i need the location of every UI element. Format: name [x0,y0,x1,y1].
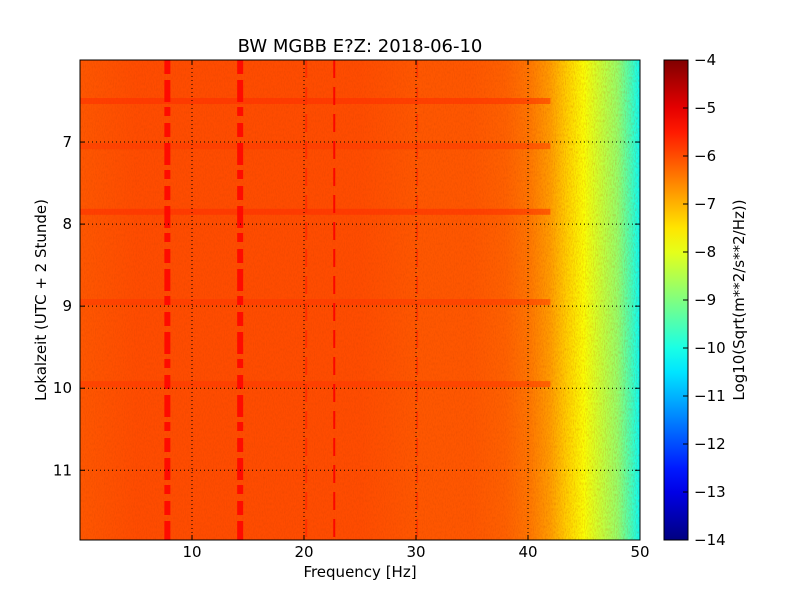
colorbar-tick-label: −9 [694,291,716,309]
colorbar-ticks: −4 −5 −6 −7 −8 −9 −10 −11 −12 −13 −14 [683,51,726,549]
colorbar-tick-label: −5 [694,99,716,117]
y-axis-label: Lokalzeit (UTC + 2 Stunde) [32,199,50,401]
event-rows [80,98,551,388]
colorbar-tick-label: −8 [694,243,716,261]
event-row [80,381,551,388]
x-tick-label: 10 [182,543,201,561]
colorbar-tick-label: −7 [694,195,716,213]
event-row [80,208,551,215]
y-tick-label: 7 [62,133,72,151]
plot-frame [79,59,641,541]
event-row [80,299,551,306]
colorbar-tick-label: −10 [694,339,726,357]
colorbar-tick-label: −6 [694,147,716,165]
x-axis-ticks: 10 20 30 40 50 [182,60,650,561]
colorbar-label: Log10(Sqrt(m**2/s**2/Hz)) [730,199,748,400]
spectral-lines [164,60,419,540]
colorbar-tick-label: −4 [694,51,716,69]
y-tick-label: 11 [53,461,72,479]
x-tick-label: 30 [406,543,425,561]
colorbar: −4 −5 −6 −7 −8 −9 −10 −11 −12 −13 −14 Log10(Sqrt(m… [663,51,748,549]
colorbar-tick-label: −11 [694,387,726,405]
plot-area [80,60,640,540]
colorbar-tick-label: −13 [694,483,726,501]
chart-title: BW MGBB E?Z: 2018-06-10 [238,36,483,57]
y-tick-label: 8 [62,215,72,233]
x-tick-label: 20 [294,543,313,561]
colorbar-tick-label: −14 [694,531,726,549]
y-axis-ticks: 7 8 9 10 11 [53,133,640,479]
y-tick-label: 10 [53,379,72,397]
x-tick-label: 40 [518,543,537,561]
event-row [80,143,551,150]
y-tick-label: 9 [62,297,72,315]
grid-lines [80,60,640,540]
x-axis-label: Frequency [Hz] [303,563,416,581]
event-row [80,98,551,104]
colorbar-tick-label: −12 [694,435,726,453]
x-tick-label: 50 [630,543,649,561]
